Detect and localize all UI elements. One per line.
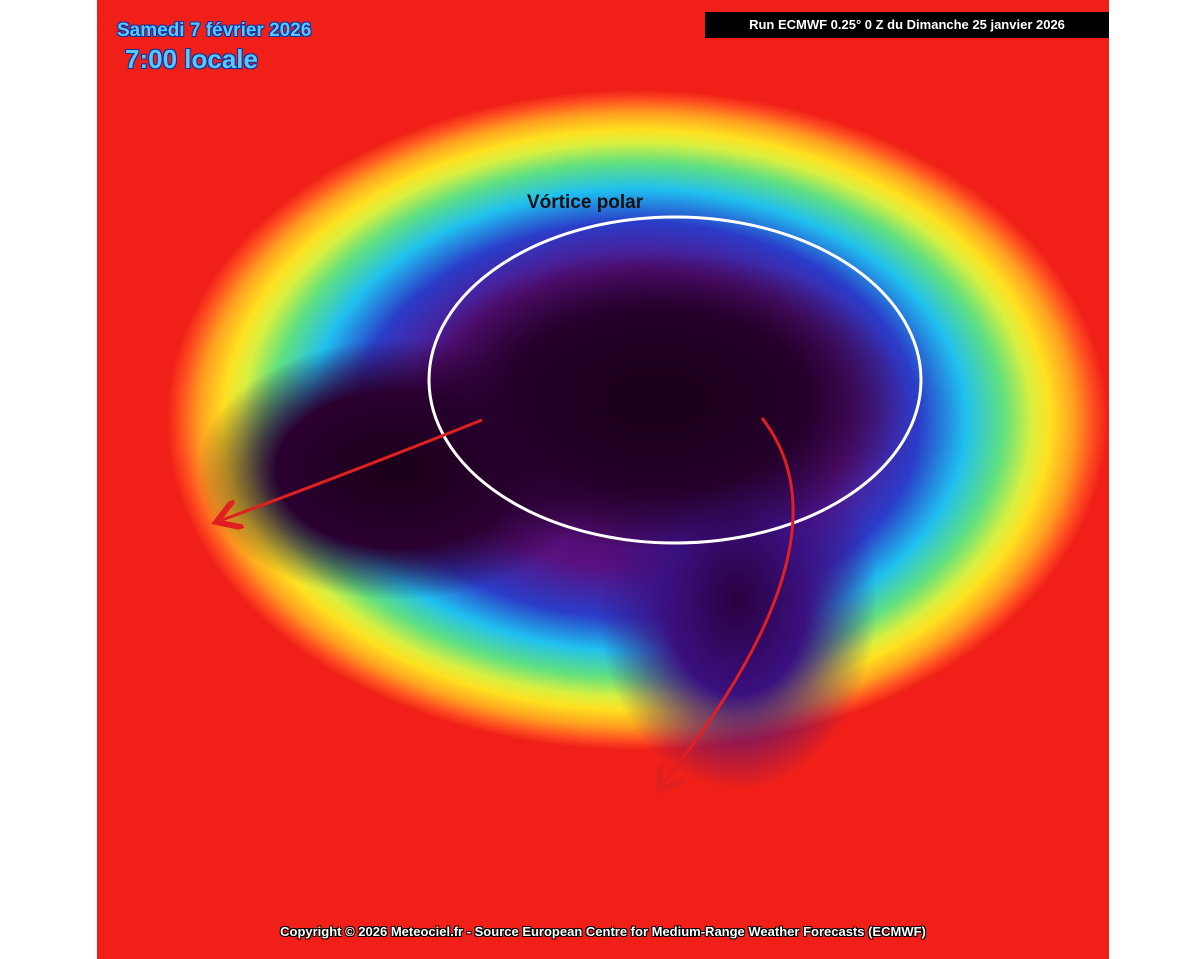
forecast-date: Samedi 7 février 2026 bbox=[117, 20, 312, 41]
polar-vortex-ellipse bbox=[427, 215, 923, 545]
map-overlay bbox=[97, 215, 923, 959]
run-info: Run ECMWF 0.25° 0 Z du Dimanche 25 janvi… bbox=[705, 12, 1109, 38]
copyright: Copyright © 2026 Meteociel.fr - Source E… bbox=[280, 924, 926, 939]
forecast-time: 7:00 locale bbox=[125, 44, 258, 74]
arrow-america bbox=[222, 418, 483, 520]
temperature-map: Samedi 7 février 2026 7:00 locale Run EC… bbox=[97, 0, 1109, 959]
polar-vortex-label: Vórtice polar bbox=[527, 192, 644, 213]
arrow-europe bbox=[662, 417, 795, 785]
